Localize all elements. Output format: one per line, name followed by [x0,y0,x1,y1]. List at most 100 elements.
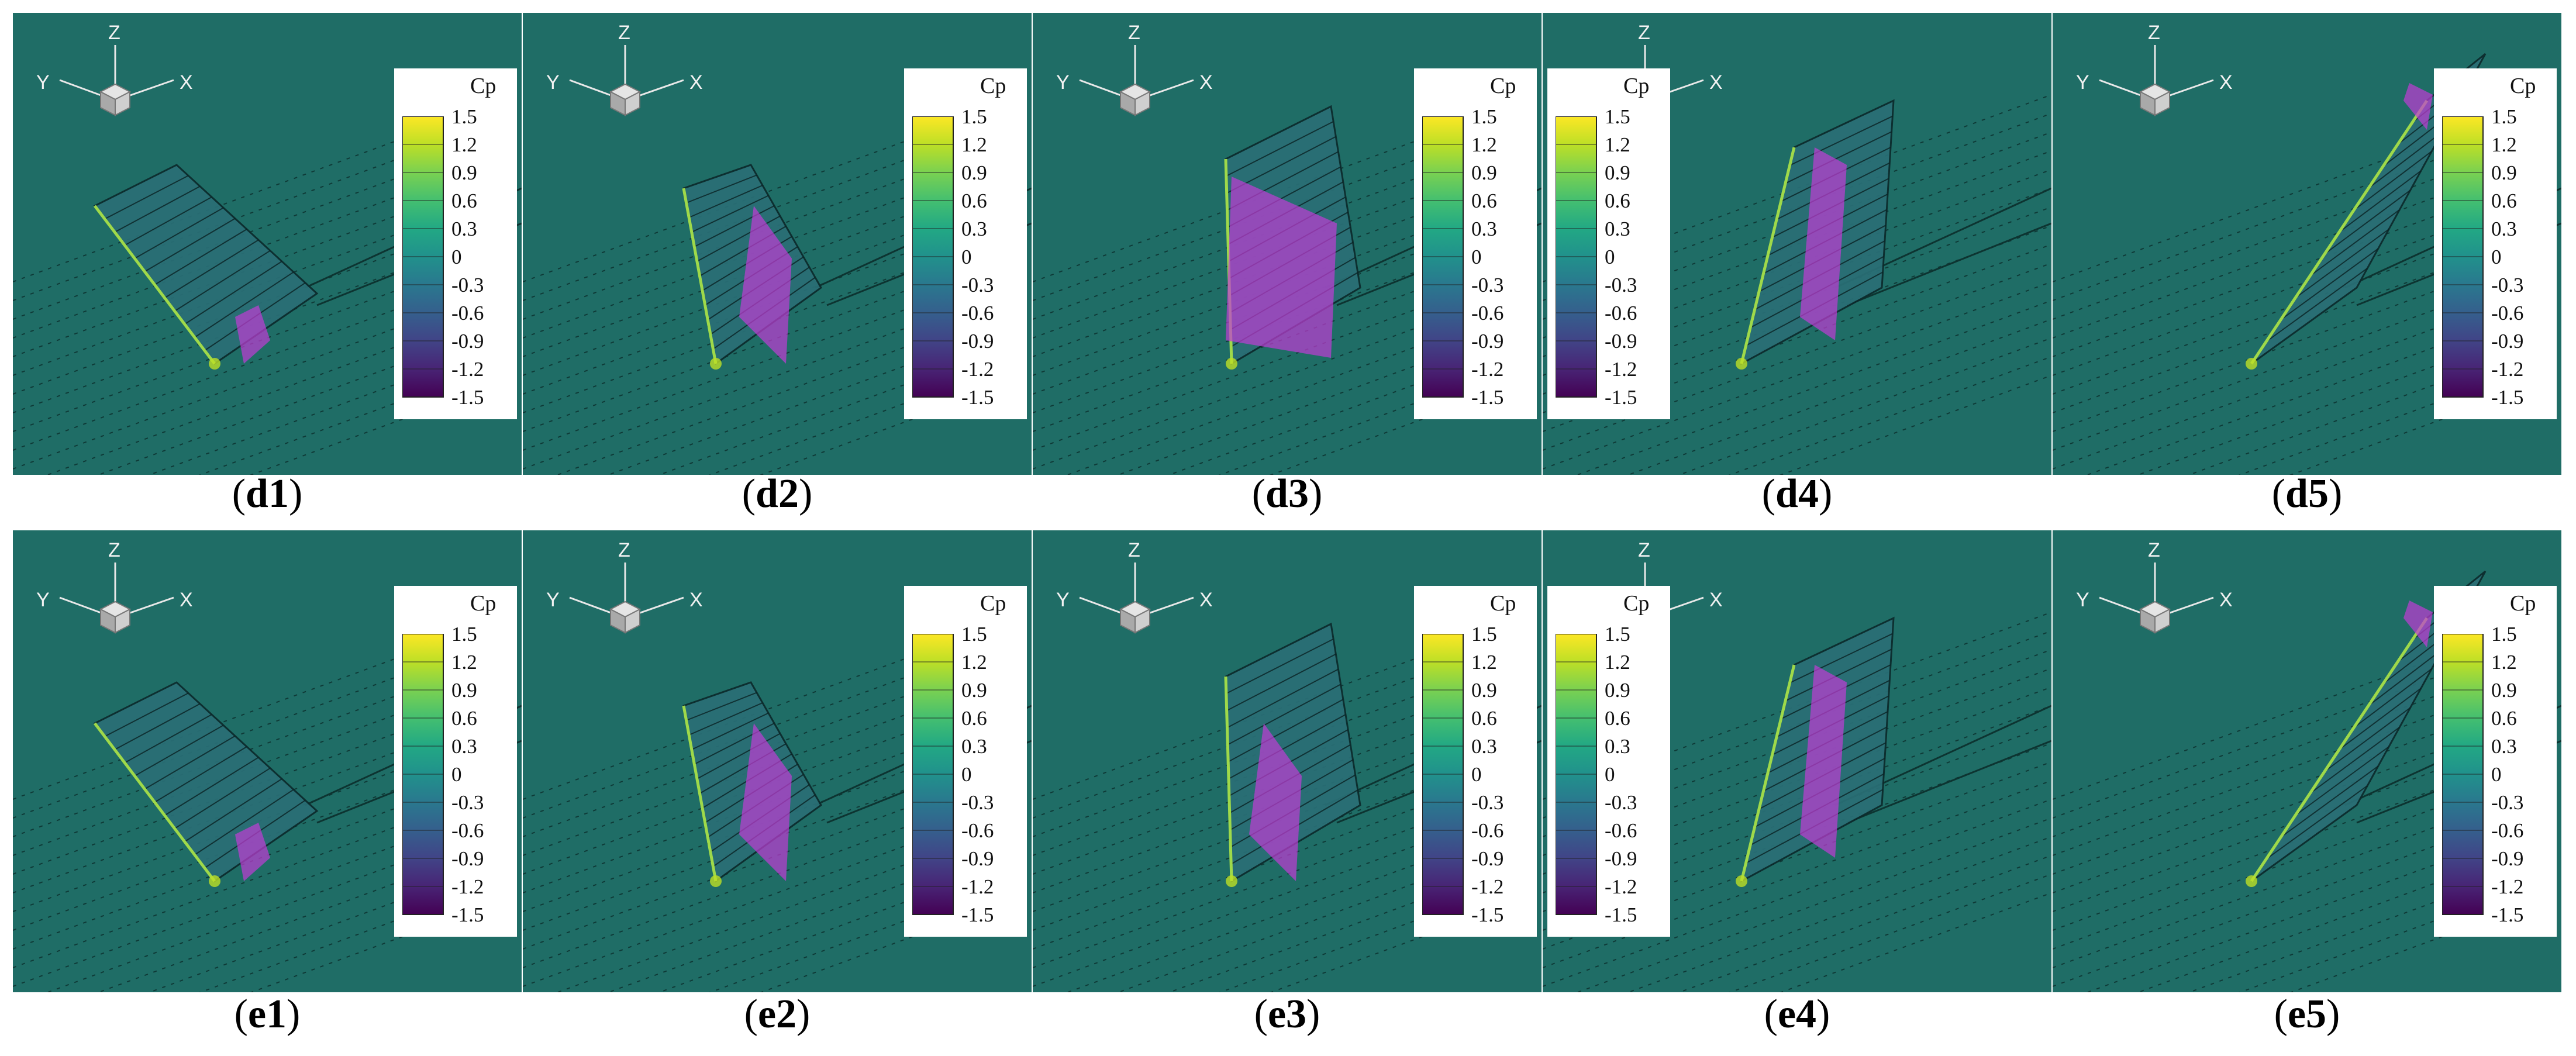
axis-z-label: Z [1128,22,1140,44]
axis-triad: Z Y X [2076,22,2233,116]
panel-d1: Z Y X Cp 1.5 1.2 0.9 0.6 0.3 0 -0.3 -0.6 -0.9 -1.2 -1.… [13,13,522,475]
legend-tick: -0.6 [961,302,994,325]
cp-legend: Cp 1.5 1.2 0.9 0.6 0.3 0 -0.3 -0.6 -0.9 -1.2 -1.5 [904,586,1027,937]
legend-tick: -1.2 [2491,358,2524,381]
legend-tick: -0.3 [1605,274,1637,296]
vortex-surface [739,723,792,881]
axis-triad: Z Y X [36,22,193,116]
legend-tick: 0 [961,763,972,786]
colorbar [1422,634,1464,915]
wing [2246,53,2487,370]
legend-tick: -1.5 [2491,386,2524,409]
panel-e5: Z Y X Cp 1.5 1.2 0.9 0.6 0.3 0 -0.3 -0.6 -0.9 -1.2 -1.… [2053,530,2561,992]
legend-tick: 0.9 [1471,161,1497,184]
legend-tick: -1.2 [2491,875,2524,898]
legend-tick: 1.5 [961,623,987,646]
colorbar [912,116,954,398]
axis-triad: Z Y X [546,539,703,634]
caption-e1: (e1) [234,992,301,1037]
legend-tick: -1.2 [1605,358,1637,381]
axis-x-label: X [2219,71,2233,94]
legend-tick: -0.9 [451,847,484,870]
axis-triad: Z Y X [2076,539,2233,634]
axis-triad: Z Y X [1056,539,1213,634]
legend-tick: 0 [2491,763,2502,786]
caption-d3: (d3) [1251,471,1323,516]
legend-tick: -1.5 [1605,386,1637,409]
legend-tick: -0.3 [1605,791,1637,814]
legend-tick: 0.9 [961,161,987,184]
vortex-surface [1800,147,1847,340]
legend-tick: -0.3 [1471,791,1504,814]
axis-y-label: Y [36,589,50,611]
colorbar [402,116,444,398]
caption-e2: (e2) [744,992,811,1037]
legend-tick: -1.2 [961,875,994,898]
caption-e3: (e3) [1254,992,1320,1037]
vortex-surface [2403,83,2433,130]
cp-legend: Cp 1.5 1.2 0.9 0.6 0.3 0 -0.3 -0.6 -0.9 -1.2 -1.5 [1414,68,1537,419]
legend-tick: -0.3 [451,274,484,296]
legend-tick: 0.9 [451,161,477,184]
caption-d5: (d5) [2271,471,2343,516]
axis-x-label: X [689,71,703,94]
legend-tick: 0.9 [1605,161,1630,184]
legend-tick: 1.2 [1605,133,1630,156]
axis-triad: Z Y X [36,539,193,634]
legend-title: Cp [1490,74,1516,98]
cp-legend: Cp 1.5 1.2 0.9 0.6 0.3 0 -0.3 -0.6 -0.9 -1.2 -1.5 [2434,586,2557,937]
axis-y-label: Y [546,71,560,94]
legend-tick: -1.5 [451,386,484,409]
legend-title: Cp [2510,74,2536,98]
axis-x-label: X [1709,71,1723,94]
panel-d4: ZYXCp1.51.20.90.60.30-0.3-0.6-0.9-1.2-1.… [1543,13,2051,475]
panel-e3: Z Y X Cp 1.5 1.2 0.9 0.6 0.3 0 -0.3 -0.6 -0.9 -1.2 -1.… [1033,530,1542,992]
legend-tick: -0.9 [2491,847,2524,870]
axis-z-label: Z [2148,22,2160,44]
legend-title: Cp [470,591,496,616]
legend-tick: -0.3 [2491,274,2524,296]
legend-tick: -0.9 [451,330,484,353]
legend-tick: -0.9 [961,847,994,870]
legend-tick: 0.9 [2491,679,2517,702]
axis-x-label: X [1709,589,1723,611]
legend-tick: -0.6 [1471,302,1504,325]
caption-d4: (d4) [1761,471,1833,516]
colorbar [1556,116,1597,398]
legend-tick: 0.6 [1605,707,1630,730]
legend-tick: -0.6 [1605,302,1637,325]
legend-tick: 0.3 [1471,218,1497,240]
vortex-surface [1800,665,1847,858]
legend-tick: 0 [1605,246,1615,268]
legend-title: Cp [1623,591,1650,616]
legend-tick: -0.9 [1471,847,1504,870]
legend-tick: -0.9 [1471,330,1504,353]
legend-tick: -0.6 [1605,819,1637,842]
cp-legend: Cp 1.5 1.2 0.9 0.6 0.3 0 -0.3 -0.6 -0.9 -1.2 -1.5 [394,68,517,419]
legend-tick: 0.6 [2491,707,2517,730]
legend-tick: 1.5 [2491,105,2517,128]
legend-tick: -1.5 [2491,903,2524,926]
legend-tick: -1.5 [1471,903,1504,926]
colorbar [2442,634,2484,915]
legend-tick: 0.3 [451,218,477,240]
legend-tick: 0.3 [451,735,477,758]
axis-x-label: X [1199,71,1213,94]
legend-tick: 1.5 [451,623,477,646]
legend-tick: 1.2 [451,133,477,156]
legend-title: Cp [470,74,496,98]
caption-e4: (e4) [1764,992,1830,1037]
legend-tick: 0 [451,763,462,786]
legend-tick: -1.2 [451,358,484,381]
legend-tick: 1.2 [451,651,477,674]
legend-tick: 0 [1471,763,1482,786]
legend-tick: -1.2 [961,358,994,381]
legend-tick: -0.3 [961,791,994,814]
panel-e1: Z Y X Cp 1.5 1.2 0.9 0.6 0.3 0 -0.3 -0.6 -0.9 -1.2 -1.… [13,530,522,992]
axis-z-label: Z [108,539,120,561]
cp-legend: Cp 1.5 1.2 0.9 0.6 0.3 0 -0.3 -0.6 -0.9 -1.2 -1.5 [1547,586,1670,937]
colorbar [1556,634,1597,915]
legend-title: Cp [1623,74,1650,98]
legend-tick: -0.6 [961,819,994,842]
legend-tick: -0.3 [961,274,994,296]
